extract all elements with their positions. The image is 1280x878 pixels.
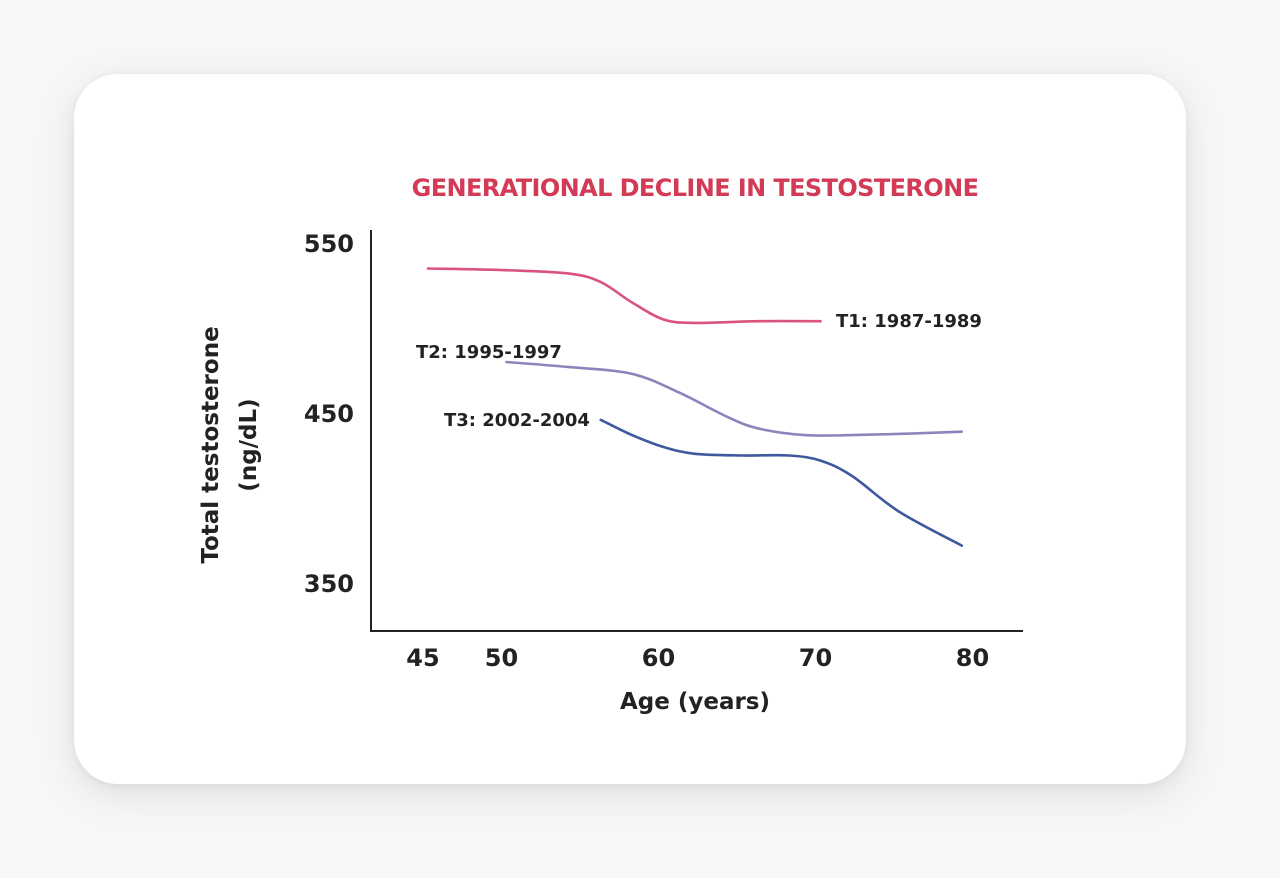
series-label-t2: T2: 1995-1997 [416,342,562,363]
series-label-t1: T1: 1987-1989 [836,311,982,332]
x-tick-label: 80 [956,644,989,672]
chart-card [74,74,1186,784]
x-axis-label: Age (years) [620,689,770,715]
x-tick-label: 60 [642,644,675,672]
x-tick-label: 50 [485,644,518,672]
y-axis-label-group: Total testosterone (ng/dL) [198,326,262,563]
y-tick-label: 450 [304,400,354,428]
y-axis-label: Total testosterone [198,326,224,563]
y-axis-unit-label: (ng/dL) [236,398,262,491]
y-tick-label: 550 [304,230,354,258]
y-tick-label: 350 [304,570,354,598]
series-line-t3 [599,418,964,547]
series-line-t2 [505,360,964,437]
x-tick-label: 70 [799,644,832,672]
series-label-t3: T3: 2002-2004 [444,410,590,431]
series-line-t1 [426,267,822,325]
chart-title: GENERATIONAL DECLINE IN TESTOSTERONE [412,174,979,202]
x-tick-label: 45 [406,644,439,672]
